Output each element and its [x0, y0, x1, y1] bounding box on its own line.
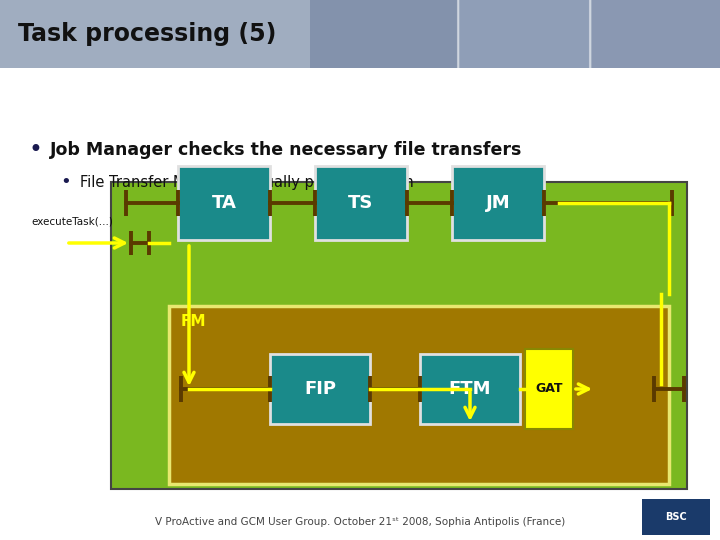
Bar: [525, 349, 573, 429]
Bar: [452, 166, 544, 240]
Bar: [642, 499, 710, 535]
Bar: [310, 0, 458, 68]
Text: •: •: [28, 138, 42, 162]
Text: GAT: GAT: [535, 382, 563, 395]
Text: Job Manager checks the necessary file transfers: Job Manager checks the necessary file tr…: [50, 141, 523, 159]
Bar: [111, 182, 687, 489]
Text: FTM: FTM: [449, 380, 491, 398]
Bar: [178, 166, 270, 240]
Bar: [169, 306, 669, 484]
Bar: [420, 354, 520, 424]
Text: JM: JM: [486, 194, 510, 212]
Text: TA: TA: [212, 194, 236, 212]
Bar: [0, 0, 720, 68]
Bar: [592, 0, 720, 68]
Text: •: •: [60, 173, 71, 191]
Bar: [460, 0, 590, 68]
Text: FM: FM: [181, 314, 207, 329]
Text: File Transfer Manager actually performs them: File Transfer Manager actually performs …: [80, 174, 414, 190]
Text: BSC: BSC: [665, 512, 687, 522]
Text: TS: TS: [348, 194, 374, 212]
Bar: [315, 166, 407, 240]
Text: executeTask(...): executeTask(...): [31, 216, 113, 226]
Text: V ProActive and GCM User Group. October 21ˢᵗ 2008, Sophia Antipolis (France): V ProActive and GCM User Group. October …: [155, 517, 565, 527]
Text: Task processing (5): Task processing (5): [18, 22, 276, 46]
Bar: [270, 354, 370, 424]
Text: FIP: FIP: [304, 380, 336, 398]
